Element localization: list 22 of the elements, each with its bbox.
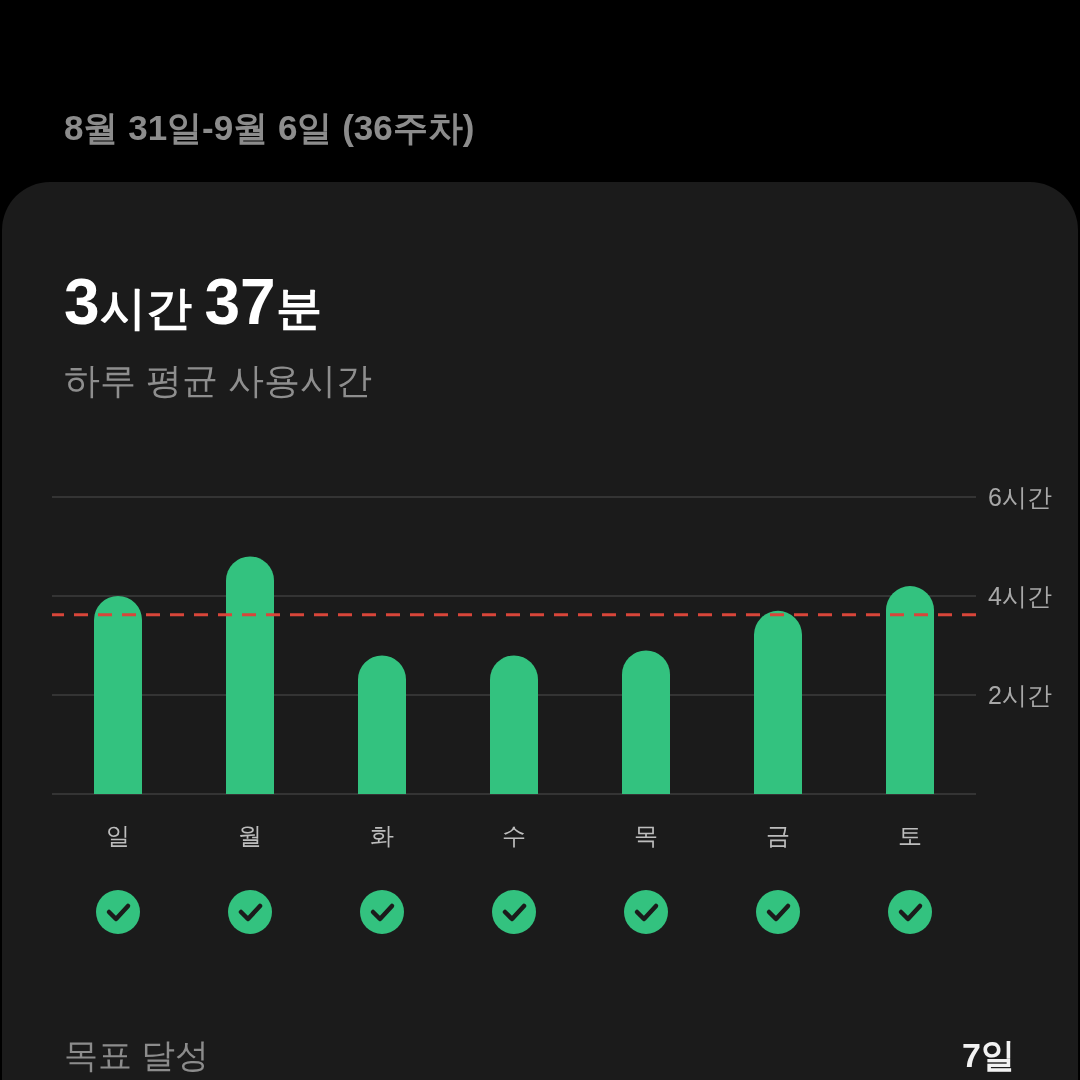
bar xyxy=(94,596,142,794)
bar xyxy=(226,556,274,794)
x-tick-label: 금 xyxy=(766,822,790,849)
y-tick-label: 6시간 xyxy=(988,483,1052,511)
x-tick-label: 수 xyxy=(502,822,526,849)
x-tick-label: 일 xyxy=(106,822,130,849)
text: 7일 xyxy=(962,1035,1015,1076)
bar xyxy=(358,655,406,794)
x-tick-label: 화 xyxy=(370,822,394,849)
text: 8월 31일-9월 6일 (36주차) xyxy=(64,108,475,147)
bar xyxy=(490,655,538,794)
y-tick-label: 4시간 xyxy=(988,582,1052,610)
text: 목표 달성 xyxy=(64,1035,210,1076)
bar xyxy=(622,650,670,794)
bar xyxy=(886,586,934,794)
x-tick-label: 월 xyxy=(238,822,262,849)
x-tick-label: 토 xyxy=(898,822,922,849)
chart-title: 3시간 37분 xyxy=(64,266,322,338)
x-tick-label: 목 xyxy=(634,822,658,849)
chart-subtitle: 하루 평균 사용시간 xyxy=(64,360,373,401)
y-tick-label: 2시간 xyxy=(988,681,1052,709)
bar xyxy=(754,610,802,794)
